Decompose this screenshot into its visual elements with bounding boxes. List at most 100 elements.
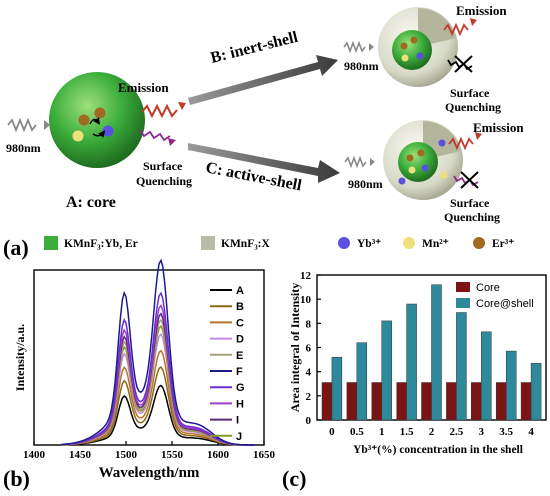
bar-core-shell-1.5	[406, 303, 417, 421]
legend-label: E	[236, 350, 243, 362]
legend-label: B	[236, 301, 244, 313]
legend-item-label: Yb³⁺	[357, 238, 381, 250]
quenching-label-line2: Quenching	[136, 174, 192, 188]
excitation-label: 980nm	[348, 177, 383, 191]
bar-core-shell-4	[530, 362, 542, 421]
er-ion-dot	[94, 107, 106, 119]
x-tick-label: 1.5	[400, 426, 414, 438]
excitation-wave-icon	[7, 117, 37, 133]
arrow-to-inert-shell	[188, 55, 338, 105]
excitation-label: 980nm	[6, 141, 41, 155]
quenching-label-line1: Surface	[450, 86, 490, 100]
series-line-J	[61, 324, 255, 446]
y-tick-label: 8	[306, 318, 312, 330]
emission-label: Emission	[118, 80, 169, 95]
series-line-C	[61, 349, 255, 446]
emission-spectra-chart: 1400 1450 1500 1550 1600 1650 Wavelength/nm Int…	[3, 258, 276, 491]
emission-wave-icon	[443, 22, 469, 37]
y-axis-label: Intensity/a.u.	[13, 324, 27, 391]
plot-frame	[33, 269, 265, 446]
legend-label: I	[236, 415, 239, 427]
bar-core-2.5	[446, 382, 457, 421]
active-shell-particle	[383, 120, 463, 200]
intensity-bar-chart: 0 2 4 6 8 10 12 0 0.5 1 1.5 2 2.5 3 3.5 4 Core Core@shell…	[282, 270, 547, 491]
x-tick-label: 0	[329, 426, 335, 438]
legend-label: C	[236, 317, 244, 329]
excitation-label: 980nm	[344, 59, 379, 73]
x-tick-label: 1600	[207, 449, 230, 461]
mn-ion-dot	[72, 130, 84, 142]
core-particle	[49, 72, 145, 168]
panel-label-c: (c)	[282, 466, 306, 491]
quenching-wave-icon	[139, 129, 171, 142]
x-tick-label: 2	[429, 426, 435, 438]
x-tick-label: 1550	[161, 449, 184, 461]
bar-core-shell-1	[381, 320, 392, 421]
y-tick-label: 10	[300, 294, 312, 306]
legend-swatch	[456, 282, 470, 292]
bar-core-2	[421, 382, 432, 421]
bar-core-shell-2	[431, 284, 442, 421]
bar-core-shell-0.5	[356, 342, 368, 421]
legend-swatch	[44, 236, 58, 250]
x-tick-label: 1450	[69, 449, 92, 461]
quenching-label-line2: Quenching	[445, 100, 501, 114]
y-tick-label: 12	[300, 270, 312, 282]
excitation-wave-icon	[343, 40, 366, 54]
legend-item-label: Er³⁺	[492, 238, 514, 250]
y-tick-label: 6	[306, 343, 312, 355]
emission-label: Emission	[456, 3, 507, 18]
legend-label: H	[236, 398, 244, 410]
bar-core-3.5	[495, 382, 507, 421]
ion-legend: KMnF₃:Yb, Er KMnF₃:X Yb³⁺ Mn²⁺ Er³⁺	[44, 236, 514, 250]
excitation-wave-icon	[344, 155, 367, 169]
x-tick-label: 1650	[253, 449, 276, 461]
panel-label-b: (b)	[3, 466, 30, 491]
x-tick-label: 0.5	[350, 426, 364, 438]
legend-label: F	[236, 366, 243, 378]
bar-core-0	[321, 382, 333, 421]
x-tick-label: 2.5	[450, 426, 464, 438]
emission-wave-icon	[448, 136, 474, 151]
x-axis-label: Wavelength/nm	[99, 465, 200, 481]
panel-label-a: (a)	[3, 235, 29, 260]
emission-wave-icon	[141, 103, 178, 119]
x-tick-label: 1	[379, 426, 385, 438]
legend-label: Core	[476, 282, 500, 294]
legend-swatch	[403, 237, 415, 249]
emission-label: Emission	[473, 120, 524, 135]
series-line-F	[61, 258, 255, 446]
quenching-label-line2: Quenching	[444, 210, 500, 224]
x-tick-label: 3.5	[499, 426, 513, 438]
yb-ion-dot	[102, 125, 114, 137]
legend-label: D	[236, 334, 244, 346]
quenching-label-line1: Surface	[143, 159, 183, 173]
y-tick-label: 0	[306, 415, 312, 427]
er-ion-dot	[78, 114, 90, 126]
bar-core-4	[520, 382, 532, 421]
y-tick-label: 4	[306, 367, 312, 379]
series-line-B	[61, 366, 255, 446]
y-axis-label: Area integral of Intensity	[288, 283, 302, 412]
legend-swatch	[338, 237, 350, 249]
bar-core-1.5	[396, 382, 407, 421]
bar-core-shell-2.5	[456, 312, 467, 421]
legend-swatch	[201, 236, 215, 250]
x-tick-label: 4	[528, 426, 534, 438]
legend-swatch	[473, 237, 485, 249]
x-axis-label: Yb³⁺(%) concentration in the shell	[353, 444, 523, 456]
bar-core-0.5	[346, 382, 358, 421]
bar-core-shell-3	[481, 331, 492, 421]
legend-item-label: KMnF₃:Yb, Er	[64, 238, 138, 250]
bar-core-shell-0	[331, 356, 343, 421]
legend-label: Core@shell	[476, 298, 534, 310]
bar-core-1	[371, 382, 383, 421]
legend-label: G	[236, 382, 245, 394]
legend-item-label: Mn²⁺	[422, 238, 449, 250]
legend-label: J	[236, 431, 242, 443]
legend-label: A	[236, 285, 244, 297]
x-tick-label: 3	[479, 426, 485, 438]
core-label: A: core	[66, 194, 116, 211]
y-tick-label: 2	[306, 391, 312, 403]
